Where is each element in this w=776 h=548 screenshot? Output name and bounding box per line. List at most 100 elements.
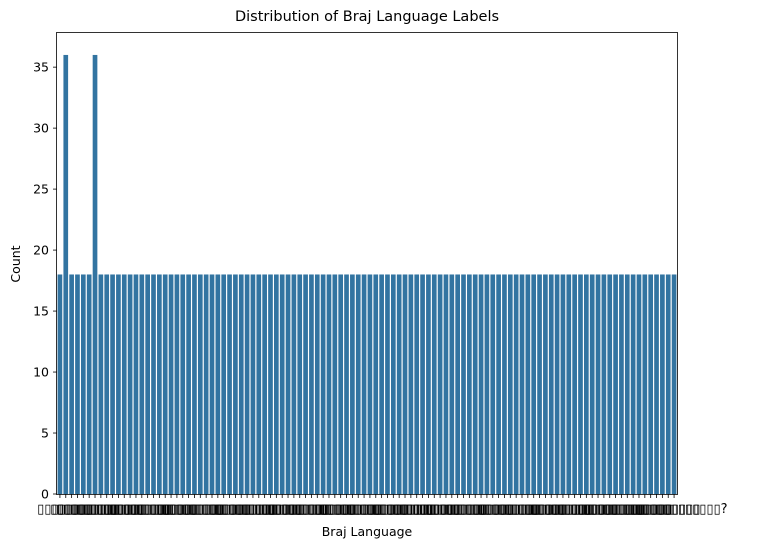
y-axis-label: Count [8, 245, 23, 282]
bar [437, 274, 443, 494]
x-tick-label: ▯▯▯▯▯▯▯▯▯ [215, 502, 279, 517]
x-tick-label: ▯▯▯▯▯▯ [524, 502, 567, 517]
bar [75, 274, 80, 494]
x-tick-label: ▯ [109, 502, 116, 517]
bars-group [57, 54, 677, 494]
bar [385, 274, 390, 494]
x-tick-label: ▯▯▯ [254, 502, 275, 517]
x-tick-label: ▯▯▯▯▯▯▯▯ [142, 502, 199, 517]
bar [145, 274, 150, 494]
bar [496, 274, 501, 494]
bar [373, 274, 379, 494]
x-tick-label: ▯▯▯▯ [590, 502, 619, 517]
x-tick-label: ▯▯▯▯▯▯▯▯▯ [268, 502, 332, 517]
bar [221, 274, 227, 494]
bar [548, 274, 554, 494]
x-tick-label: ▯▯▯ [359, 502, 380, 517]
x-tick-label: ▯▯▯▯▯▯▯▯ [195, 502, 252, 517]
bar [648, 274, 654, 494]
x-tick-label: ▯▯▯▯▯ [557, 502, 593, 517]
bar [607, 274, 613, 494]
bar [238, 274, 244, 494]
chart-title: Distribution of Braj Language Labels [235, 9, 499, 25]
x-tick-label: ▯▯▯▯▯▯▯ [491, 502, 541, 517]
x-tick-label: ▯▯▯▯▯ [346, 502, 382, 517]
x-tick-label: ▯▯▯▯▯▯ [577, 502, 620, 517]
x-tick-label: ▯▯ [497, 502, 511, 517]
bar [584, 274, 589, 494]
x-tick-label: ▯▯▯ [307, 502, 328, 517]
x-tick-label: ▯ [162, 502, 169, 517]
x-tick-label: ▯ [425, 502, 432, 517]
bar [121, 274, 127, 494]
x-tick-label: ▯▯▯▯▯▯▯▯▯ [636, 502, 700, 517]
x-tick-label: ▯▯▯▯▯▯▯▯ [564, 502, 621, 517]
x-tick-label: ▯ [530, 502, 537, 517]
x-tick-label: ▯▯▯▯ [221, 502, 250, 517]
bar [601, 274, 607, 494]
bar [455, 274, 460, 494]
bar [92, 54, 98, 494]
bar [63, 54, 69, 494]
bar [250, 274, 256, 494]
x-tick-label: ▯▯▯▯▯▯ [419, 502, 462, 517]
x-tick-label: ▯▯ [445, 502, 459, 517]
bar [566, 274, 572, 494]
bar [233, 274, 238, 494]
x-tick-label: ▯▯▯▯▯▯▯ [544, 502, 594, 517]
bar [595, 274, 601, 494]
bar [589, 274, 595, 494]
bar [262, 274, 267, 494]
x-tick-label: ▯▯▯▯▯▯ [471, 502, 514, 517]
bar [396, 274, 402, 494]
x-tick-label: ▯▯▯▯▯▯▯▯▯▯▯▯▯▯? [621, 502, 728, 517]
y-tick-label: 35 [33, 60, 49, 75]
x-tick-label: ▯▯▯▯▯▯▯▯▯ [583, 502, 647, 517]
x-tick-label: ▯▯▯▯ [63, 502, 92, 517]
x-tick-label: ▯▯ [181, 502, 195, 517]
bar [116, 274, 121, 494]
x-tick-label: ▯▯ [129, 502, 143, 517]
bar [449, 274, 455, 494]
bar [162, 274, 168, 494]
x-tick-label: ▯▯▯▯▯▯ [50, 502, 93, 517]
bar [619, 274, 624, 494]
bar [537, 274, 542, 494]
bar [186, 274, 191, 494]
bar [139, 274, 145, 494]
x-tick-label: ▯ [372, 502, 379, 517]
x-tick-label: ▯▯▯▯ [326, 502, 355, 517]
bar [80, 274, 86, 494]
x-tick-label: ▯▯▯▯ [274, 502, 303, 517]
bar [513, 274, 519, 494]
x-tick-label: ▯▯▯ [201, 502, 222, 517]
x-tick-label: ▯▯▯▯▯▯▯▯ [406, 502, 463, 517]
bar [624, 274, 630, 494]
x-tick-label: ▯▯▯ [622, 502, 643, 517]
x-tick-label: ▯▯ [550, 502, 564, 517]
bar [98, 274, 104, 494]
x-tick-label: ▯ [477, 502, 484, 517]
x-tick-label: ▯▯▯▯▯▯ [155, 502, 198, 517]
bar [279, 274, 285, 494]
bar [420, 274, 425, 494]
bar [274, 274, 279, 494]
bar [133, 274, 139, 494]
y-tick-label: 5 [41, 426, 49, 441]
x-tick-label: ▯ [583, 502, 590, 517]
bar [110, 274, 115, 494]
bar [157, 274, 162, 494]
bar [314, 274, 320, 494]
x-tick-label: ▯▯▯▯▯▯▯▯▯ [425, 502, 489, 517]
x-tick-label: ▯▯▯▯▯▯▯▯ [616, 502, 673, 517]
bar [86, 274, 92, 494]
bar [402, 274, 408, 494]
x-tick-label: ▯▯▯▯ [379, 502, 408, 517]
x-tick-label: ▯▯▯▯▯▯ [629, 502, 672, 517]
bar [665, 274, 671, 494]
x-tick-label: ▯▯▯▯ [168, 502, 197, 517]
bar [174, 274, 180, 494]
bar [332, 274, 338, 494]
x-tick-label: ▯▯ [603, 502, 617, 517]
